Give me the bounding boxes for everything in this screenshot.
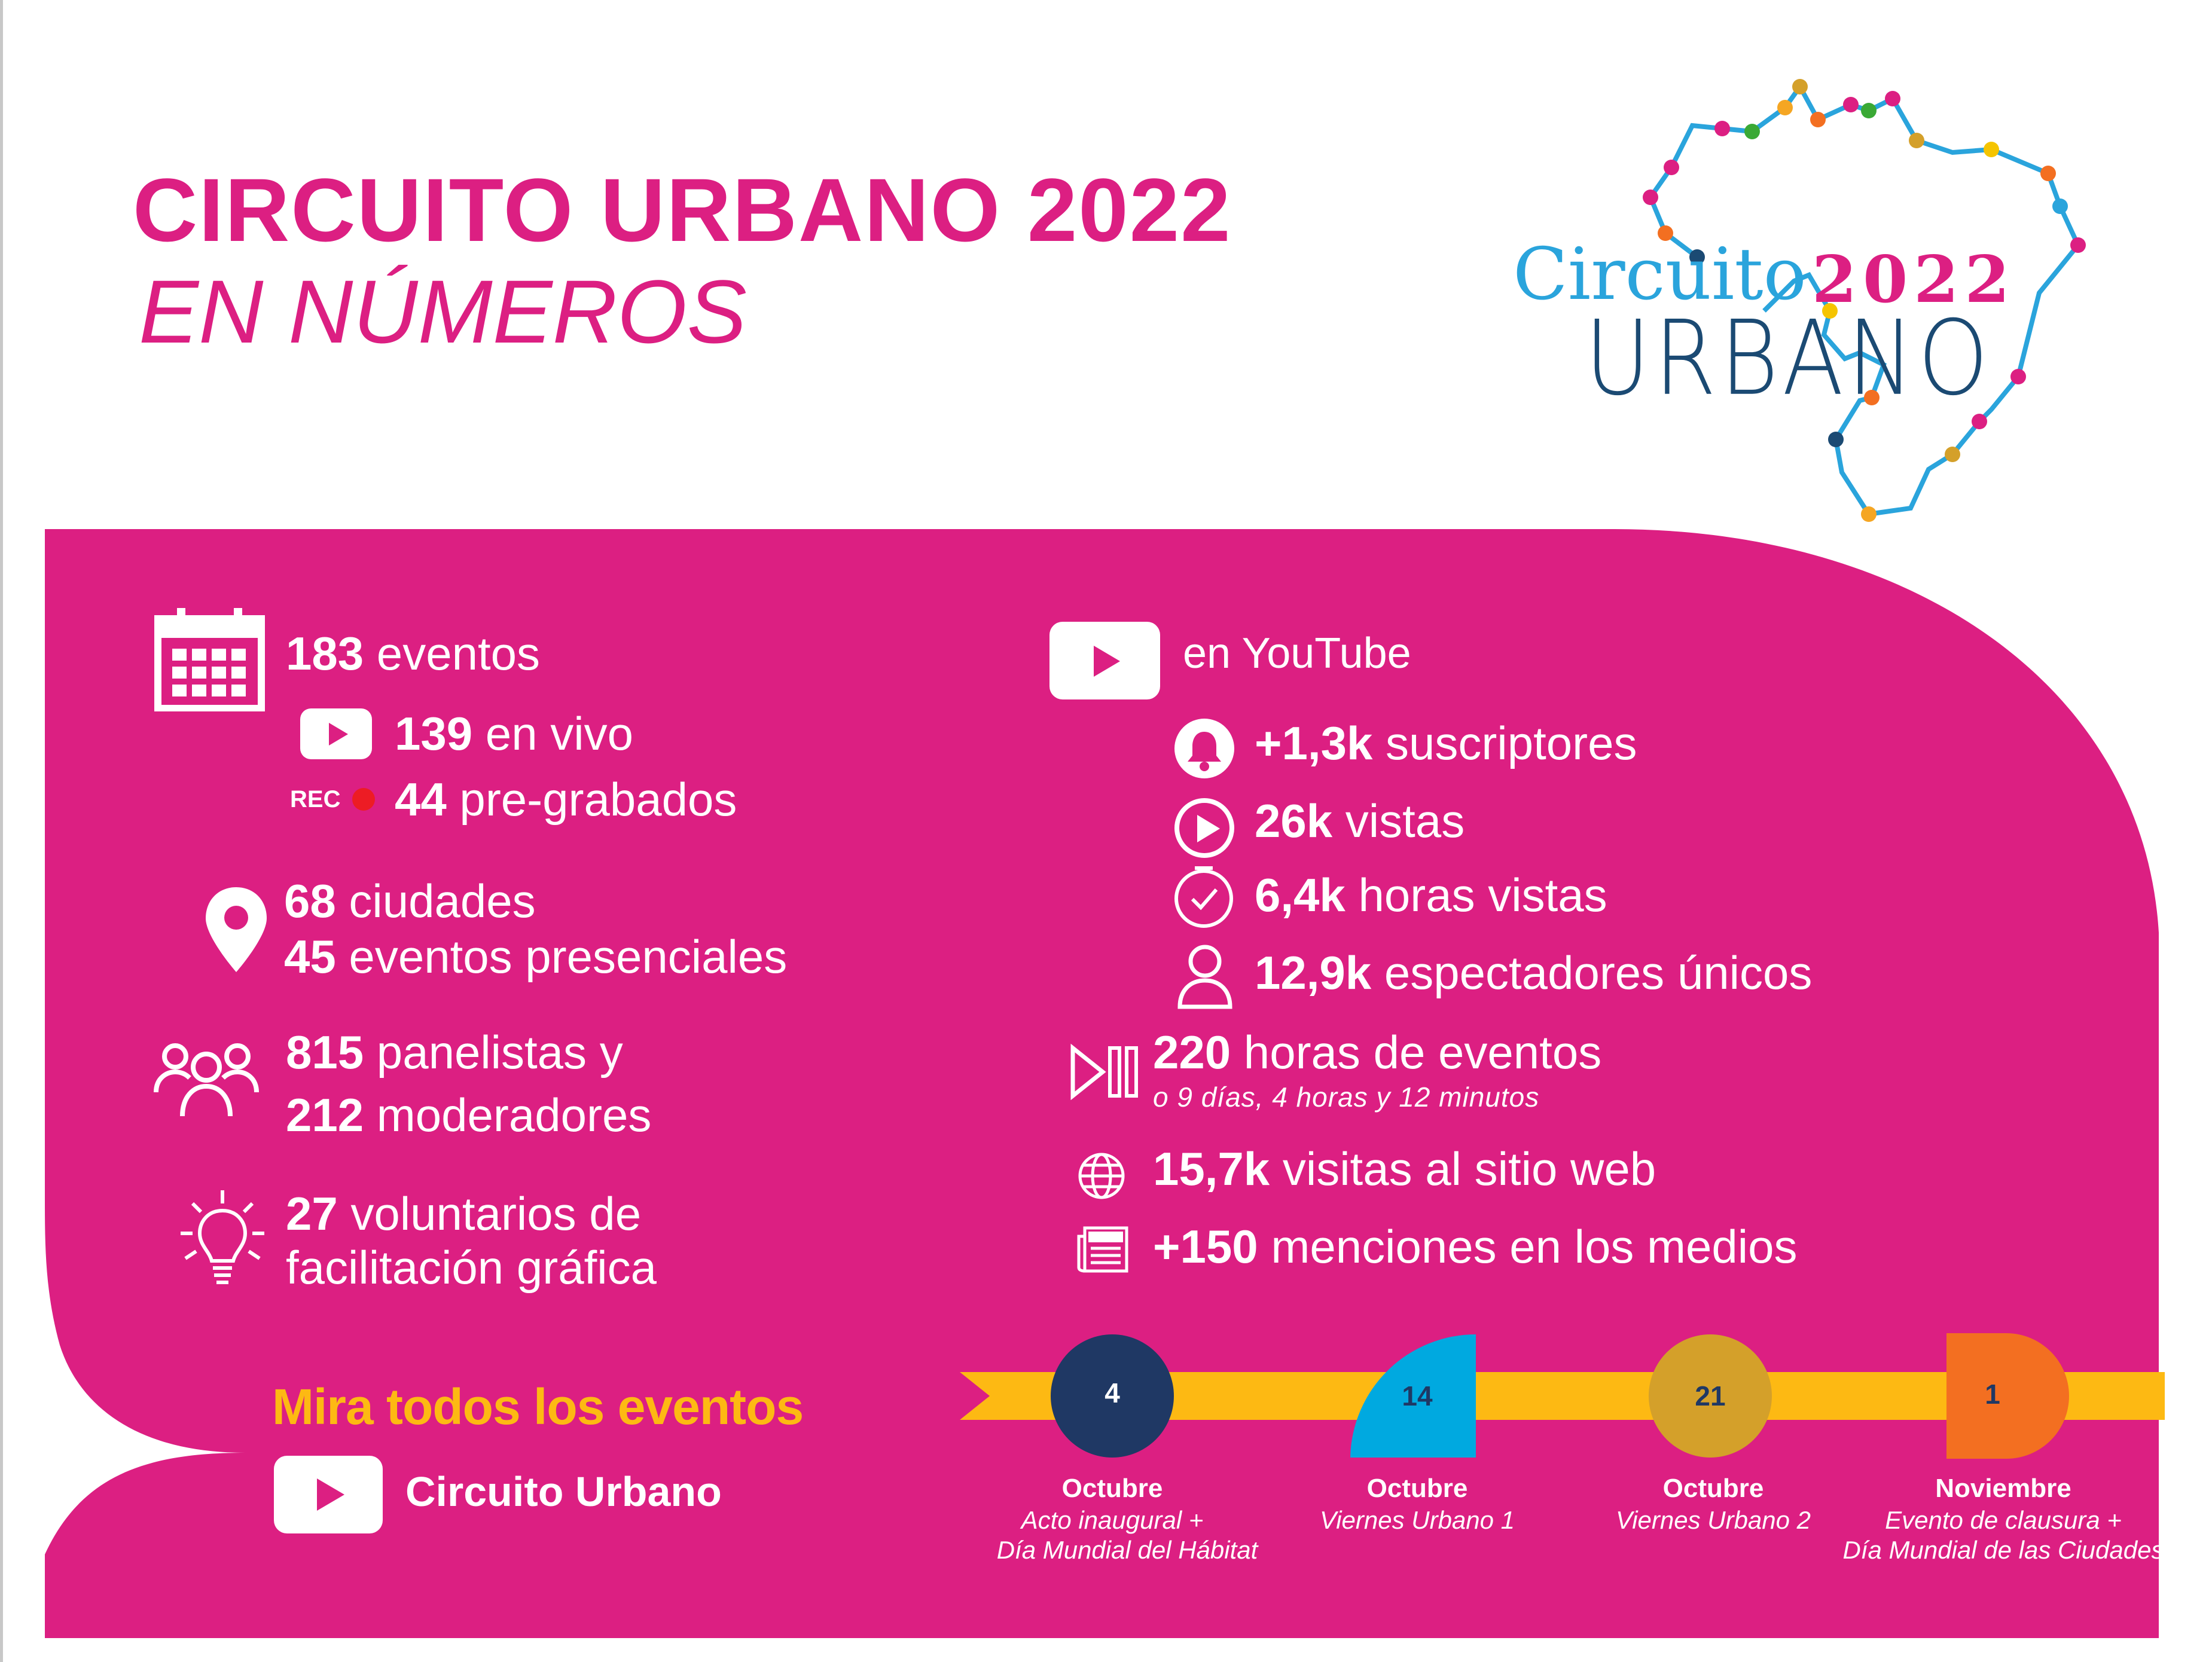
stat-inperson: 45 eventos presenciales xyxy=(284,930,788,983)
timeline-month-1: Octubre xyxy=(1061,1474,1163,1503)
timeline-month-2: Octubre xyxy=(1366,1474,1468,1503)
timeline-desc-2: Viernes Urbano 1 xyxy=(1319,1506,1515,1534)
timeline-node-2 xyxy=(1350,1334,1476,1458)
stat-views: 26k vistas xyxy=(1255,795,1465,847)
stat-event-hours-detail: o 9 días, 4 horas y 12 minutos xyxy=(1153,1081,1540,1113)
stat-volunteers: 27 voluntarios de xyxy=(286,1187,642,1240)
rec-badge: REC xyxy=(290,786,341,812)
stat-volunteers-line2: facilitación gráfica xyxy=(286,1241,657,1294)
location-pin-icon xyxy=(206,887,267,972)
timeline-node-3 xyxy=(1649,1334,1772,1458)
logo-word-urbano: URBANO xyxy=(1585,299,1993,419)
stat-subscribers: +1,3k suscriptores xyxy=(1255,717,1637,769)
stat-viewers: 12,9k espectadores únicos xyxy=(1255,946,1813,999)
timeline-day-2: 14 xyxy=(1402,1380,1433,1412)
stat-cities: 68 ciudades xyxy=(284,875,536,927)
timeline-day-4: 1 xyxy=(1985,1379,2000,1410)
timeline-desc-4b: Día Mundial de las Ciudades xyxy=(1842,1536,2164,1564)
timeline-desc-1a: Acto inaugural + xyxy=(1021,1506,1204,1534)
stat-web: 15,7k visitas al sitio web xyxy=(1153,1142,1656,1195)
timeline-day-3: 21 xyxy=(1695,1380,1726,1412)
stat-live: 139 en vivo xyxy=(395,707,633,760)
timeline-node-1 xyxy=(1051,1334,1174,1458)
stat-moderators: 212 moderadores xyxy=(286,1089,652,1141)
timeline-day-1: 4 xyxy=(1105,1377,1120,1409)
timeline-month-4: Noviembre xyxy=(1935,1474,2071,1503)
left-border xyxy=(0,0,3,1662)
timeline-desc-4a: Evento de clausura + xyxy=(1885,1506,2122,1534)
timeline-desc-1b: Día Mundial del Hábitat xyxy=(996,1536,1258,1564)
page-title: CIRCUITO URBANO 2022 xyxy=(133,160,1232,260)
stat-media: +150 menciones en los medios xyxy=(1153,1220,1798,1273)
youtube-header-text: en YouTube xyxy=(1183,630,1411,677)
bell-icon xyxy=(1174,719,1234,778)
stat-event-hours: 220 horas de eventos xyxy=(1153,1026,1602,1079)
group-icon xyxy=(154,1043,259,1117)
clock-icon xyxy=(1174,866,1233,928)
timeline-ribbon xyxy=(960,1372,2165,1420)
lightbulb-icon xyxy=(181,1190,264,1284)
news-icon xyxy=(1077,1226,1128,1273)
brazil-map-logo-icon xyxy=(1643,79,2086,522)
play-pause-icon xyxy=(1070,1043,1138,1100)
youtube-icon xyxy=(300,708,372,759)
play-circle-icon xyxy=(1174,798,1234,858)
stat-panelists: 815 panelistas y xyxy=(286,1026,623,1079)
logo-year: 2022 xyxy=(1812,242,2016,317)
stat-prerecorded: 44 pre-grabados xyxy=(395,773,737,826)
youtube-channel-icon[interactable] xyxy=(274,1456,383,1533)
timeline-month-3: Octubre xyxy=(1662,1474,1764,1503)
rec-dot-icon xyxy=(352,788,375,811)
cta-heading: Mira todos los eventos xyxy=(272,1379,804,1435)
youtube-channel-link[interactable]: Circuito Urbano xyxy=(405,1468,722,1515)
person-icon xyxy=(1177,945,1232,1009)
stat-events: 183 eventos xyxy=(286,627,541,680)
calendar-icon xyxy=(154,608,265,711)
page-subtitle: EN NÚMEROS xyxy=(139,261,747,362)
logo-word-circuito: Circuito xyxy=(1513,233,1807,316)
globe-icon xyxy=(1078,1153,1125,1199)
timeline-node-4 xyxy=(1946,1333,2069,1459)
timeline-desc-3: Viernes Urbano 2 xyxy=(1615,1506,1811,1534)
youtube-header-icon xyxy=(1049,622,1160,699)
stat-hours: 6,4k horas vistas xyxy=(1255,869,1607,921)
